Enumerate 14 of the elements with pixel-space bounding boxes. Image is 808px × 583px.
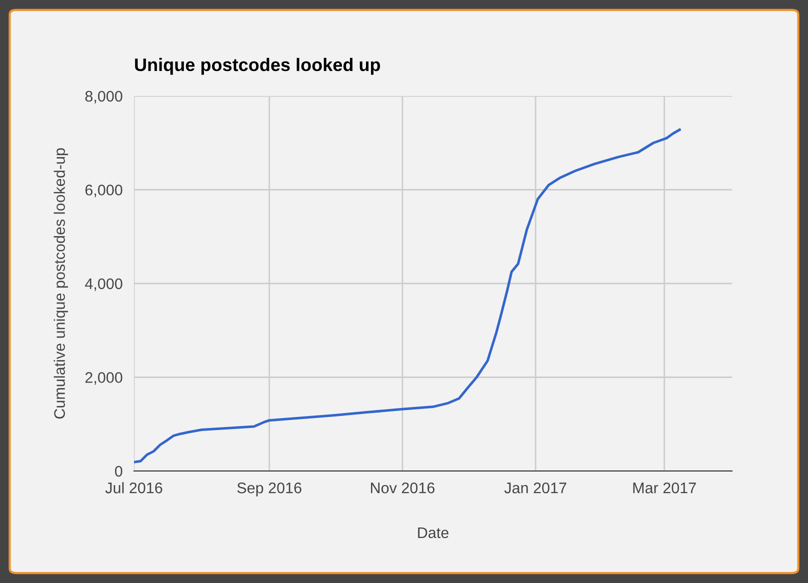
x-tick-label: Sep 2016 bbox=[237, 482, 302, 496]
y-tick-label: 6,000 bbox=[85, 184, 122, 198]
y-tick-label: 0 bbox=[114, 466, 122, 477]
chart-title: Unique postcodes looked up bbox=[135, 58, 380, 75]
x-tick-label: Jan 2017 bbox=[504, 482, 566, 494]
y-tick-label: 4,000 bbox=[85, 278, 122, 291]
y-axis-title: Cumulative unique postcodes looked-up bbox=[54, 148, 68, 419]
y-tick-label: 2,000 bbox=[85, 372, 122, 385]
y-tick-label: 8,000 bbox=[85, 90, 122, 104]
x-tick-label: Nov 2016 bbox=[371, 482, 434, 494]
x-axis-title: Date bbox=[418, 527, 448, 538]
line-series bbox=[134, 128, 681, 464]
x-tick-label: Mar 2017 bbox=[633, 482, 696, 494]
x-tick-label: Jul 2016 bbox=[105, 482, 162, 494]
